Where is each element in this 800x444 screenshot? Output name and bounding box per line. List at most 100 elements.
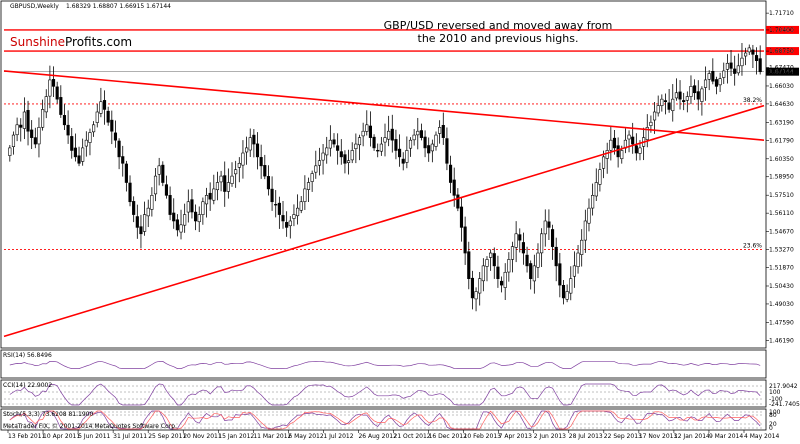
candle	[95, 104, 99, 128]
candle-body	[92, 124, 96, 133]
candle-body	[164, 184, 169, 196]
candle-body	[722, 70, 726, 78]
candle	[667, 89, 671, 113]
candle	[230, 162, 234, 187]
candle	[88, 128, 92, 156]
candle	[252, 129, 256, 158]
candle-body	[751, 49, 755, 55]
candle-body	[474, 291, 478, 300]
candle-body	[248, 137, 252, 151]
candle	[671, 84, 675, 122]
candle-body	[419, 130, 423, 138]
candle	[99, 87, 103, 118]
price-tag-bg	[766, 47, 799, 56]
y-tick-label: 1.61790	[769, 137, 794, 144]
candle	[48, 65, 52, 109]
candle	[368, 111, 373, 147]
candle	[423, 130, 427, 158]
candle	[485, 256, 489, 282]
candle-body	[747, 47, 751, 53]
candle-body	[674, 92, 678, 99]
candle	[183, 203, 187, 233]
candle-body	[62, 115, 67, 126]
current-price-tag-bg	[766, 67, 799, 76]
candle	[306, 177, 311, 202]
candle-body	[660, 98, 664, 107]
y-tick-label: 1.47590	[769, 319, 794, 326]
candle	[569, 266, 573, 301]
candle	[499, 276, 504, 293]
candle-body	[459, 206, 464, 228]
candle	[15, 117, 19, 142]
candle-body	[317, 160, 322, 166]
y-tick-label: 1.54670	[769, 229, 794, 236]
annotation-line2: the 2010 and previous highs.	[418, 32, 579, 45]
candle-body	[223, 175, 227, 192]
candle	[248, 128, 252, 157]
candle-body	[102, 100, 107, 110]
candle-body	[601, 156, 606, 169]
candle-body	[132, 201, 136, 215]
candle-body	[310, 173, 314, 182]
candle-body	[569, 278, 573, 294]
candle-body	[190, 199, 194, 213]
candle-body	[175, 219, 179, 231]
candle	[81, 138, 85, 166]
candle-body	[543, 220, 547, 235]
candle-body	[339, 151, 343, 158]
candle	[26, 100, 30, 146]
candle	[11, 131, 16, 155]
candle	[117, 138, 121, 170]
cci-level-label: 217.9042	[769, 383, 798, 390]
x-tick-label: 20 Nov 2011	[183, 433, 222, 440]
candle	[405, 136, 409, 169]
candle	[572, 251, 576, 288]
candle	[445, 127, 449, 171]
candle	[157, 157, 161, 186]
candle-body	[296, 207, 300, 217]
candle-body	[736, 65, 740, 74]
candle	[489, 249, 493, 271]
candle	[44, 89, 48, 119]
chart-header-symbol: GBPUSD,Weekly	[10, 3, 59, 10]
y-tick-label: 1.70400	[769, 27, 794, 34]
candle-body	[212, 188, 216, 201]
candle-body	[161, 164, 165, 183]
candles-layer	[8, 43, 762, 312]
candle	[674, 78, 678, 101]
candle-body	[631, 136, 635, 145]
candle-body	[700, 88, 704, 102]
candle-body	[397, 148, 402, 158]
candle	[215, 171, 220, 201]
candle-body	[255, 143, 260, 158]
candle-body	[427, 145, 431, 154]
candle	[459, 197, 464, 242]
candle	[372, 134, 376, 151]
candle	[401, 152, 405, 171]
candle	[663, 93, 668, 115]
rsi-label: RSI(14) 56.8496	[3, 352, 52, 359]
candle-body	[19, 124, 23, 128]
candle-body	[204, 195, 209, 205]
candle-body	[678, 91, 682, 100]
candle-body	[507, 259, 511, 273]
candle	[547, 209, 551, 241]
candle-body	[183, 214, 187, 226]
candle	[357, 134, 362, 161]
candle-body	[572, 265, 576, 277]
candle-body	[547, 221, 551, 228]
candle	[529, 260, 533, 290]
candle	[510, 241, 515, 273]
candle-body	[215, 182, 220, 191]
brand-logo: SunshineProfits.com	[10, 35, 132, 49]
candle-body	[44, 96, 48, 113]
y-tick-label: 1.46190	[769, 337, 794, 344]
x-tick-label: 10 Feb 2013	[464, 433, 502, 440]
x-tick-label: 16 Dec 2012	[429, 433, 468, 440]
candle-body	[55, 86, 59, 100]
candle	[474, 287, 478, 312]
candle-body	[70, 136, 74, 151]
candle-body	[88, 132, 92, 143]
